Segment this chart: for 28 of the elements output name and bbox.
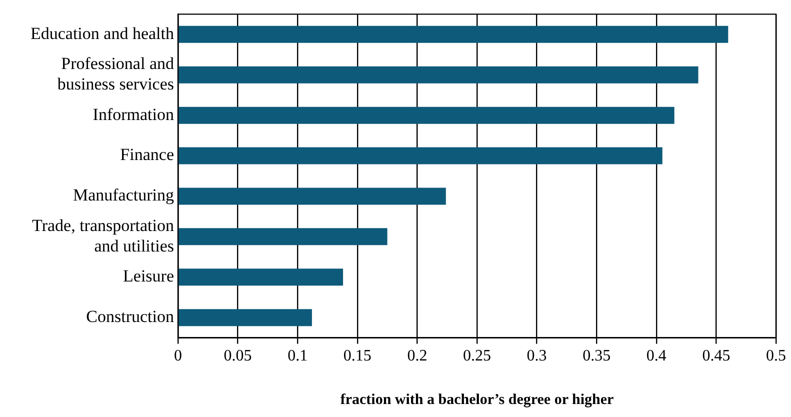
y-tick-label: Professional and business services <box>57 54 174 94</box>
x-tick-label: 0.1 <box>288 348 308 365</box>
bar <box>178 26 728 43</box>
x-axis-title: fraction with a bachelor’s degree or higher <box>340 392 614 408</box>
bar <box>178 66 698 84</box>
x-tick-label: 0 <box>174 348 182 365</box>
y-tick-label: Construction <box>86 307 174 326</box>
y-tick-label: Trade, transportation and utilities <box>32 216 174 256</box>
y-tick-label: Manufacturing <box>72 186 174 205</box>
y-tick-label: Information <box>92 104 174 124</box>
x-tick-label: 0.15 <box>343 348 372 365</box>
y-tick-label: Education and health <box>30 24 174 43</box>
x-tick-label: 0.3 <box>526 348 547 365</box>
y-tick-label: Finance <box>120 145 174 164</box>
x-tick-label: 0.05 <box>224 348 252 365</box>
x-tick-label: 0.5 <box>766 348 786 365</box>
bar <box>178 268 344 286</box>
bar <box>178 147 662 164</box>
bar <box>178 106 674 124</box>
bar <box>178 309 312 326</box>
bar <box>178 228 388 246</box>
x-tick-label: 0.2 <box>407 348 428 365</box>
y-tick-label: Leisure <box>123 266 174 286</box>
x-tick-label: 0.35 <box>582 348 611 365</box>
bar <box>178 188 446 205</box>
x-tick-label: 0.25 <box>463 348 491 365</box>
x-tick-label: 0.4 <box>646 348 666 365</box>
x-tick-label: 0.45 <box>702 348 730 365</box>
